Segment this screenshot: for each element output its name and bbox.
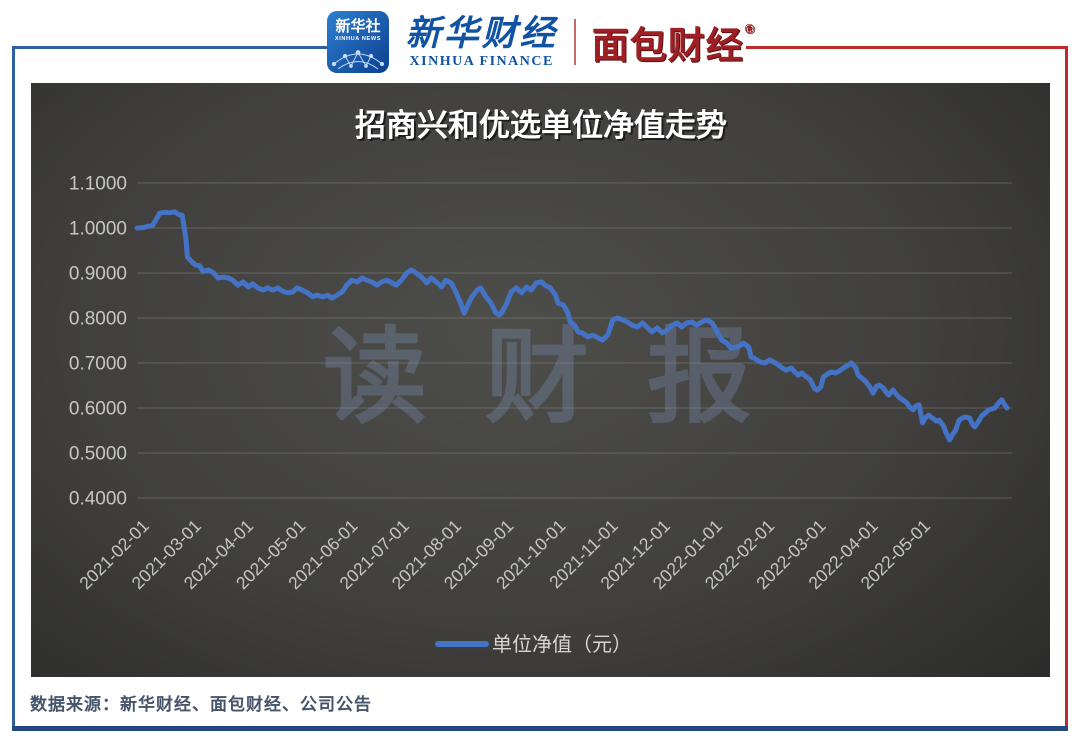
xinhua-finance-en: XINHUA FINANCE — [409, 53, 554, 69]
y-axis-tick-label: 0.9000 — [69, 264, 127, 285]
chart-panel: 招商兴和优选单位净值走势 招商兴和优选单位净值走势 1.1000 1.0000 0.90… — [31, 83, 1050, 677]
right-border — [1065, 46, 1068, 731]
xinhua-finance-cn: 新华财经 — [405, 13, 558, 53]
left-border — [12, 46, 15, 731]
net-value-series-line — [134, 209, 1010, 443]
header: 新华社 XINHUA NEWS 新华财经 XINHUA FINANCE 面包财经… — [0, 4, 1080, 80]
top-border-blue — [12, 46, 330, 49]
chart-title-shadow: 招商兴和优选单位净值走势 — [357, 110, 729, 145]
bread-finance-logo: 面包财经 ® — [592, 15, 755, 69]
legend-label: 单位净值（元） — [492, 633, 632, 656]
xinhua-news-logo-icon: 新华社 XINHUA NEWS — [326, 11, 389, 73]
net-value-line-chart: 招商兴和优选单位净值走势招商兴和优选单位净值走势1.10001.00000.90… — [69, 108, 1012, 656]
network-globe-icon — [331, 50, 384, 70]
y-axis-tick-label: 1.1000 — [69, 174, 127, 195]
bread-finance-cn: 面包财经 — [591, 25, 744, 66]
xinhua-finance-logo: 新华财经 XINHUA FINANCE — [406, 16, 558, 69]
y-axis-tick-label: 0.8000 — [69, 309, 127, 330]
top-border-red — [746, 46, 1068, 49]
chart-title: 招商兴和优选单位净值走势 — [355, 108, 727, 143]
logo-divider — [573, 19, 576, 65]
data-source-note: 数据来源：新华财经、面包财经、公司公告 — [30, 695, 372, 714]
y-axis-tick-label: 0.5000 — [69, 444, 127, 465]
xinhua-news-logo: 新华社 XINHUA NEWS — [326, 10, 390, 74]
xinhua-news-cn: 新华社 — [335, 17, 380, 35]
xinhua-news-en: XINHUA NEWS — [335, 36, 381, 42]
watermark-text: 读财报 — [323, 320, 809, 436]
y-axis-tick-label: 1.0000 — [69, 219, 127, 240]
registered-mark: ® — [744, 20, 756, 36]
bottom-border — [12, 726, 1068, 731]
y-axis-tick-label: 0.7000 — [69, 354, 127, 375]
y-axis-tick-label: 0.6000 — [69, 399, 127, 420]
y-axis-tick-label: 0.4000 — [69, 489, 127, 510]
